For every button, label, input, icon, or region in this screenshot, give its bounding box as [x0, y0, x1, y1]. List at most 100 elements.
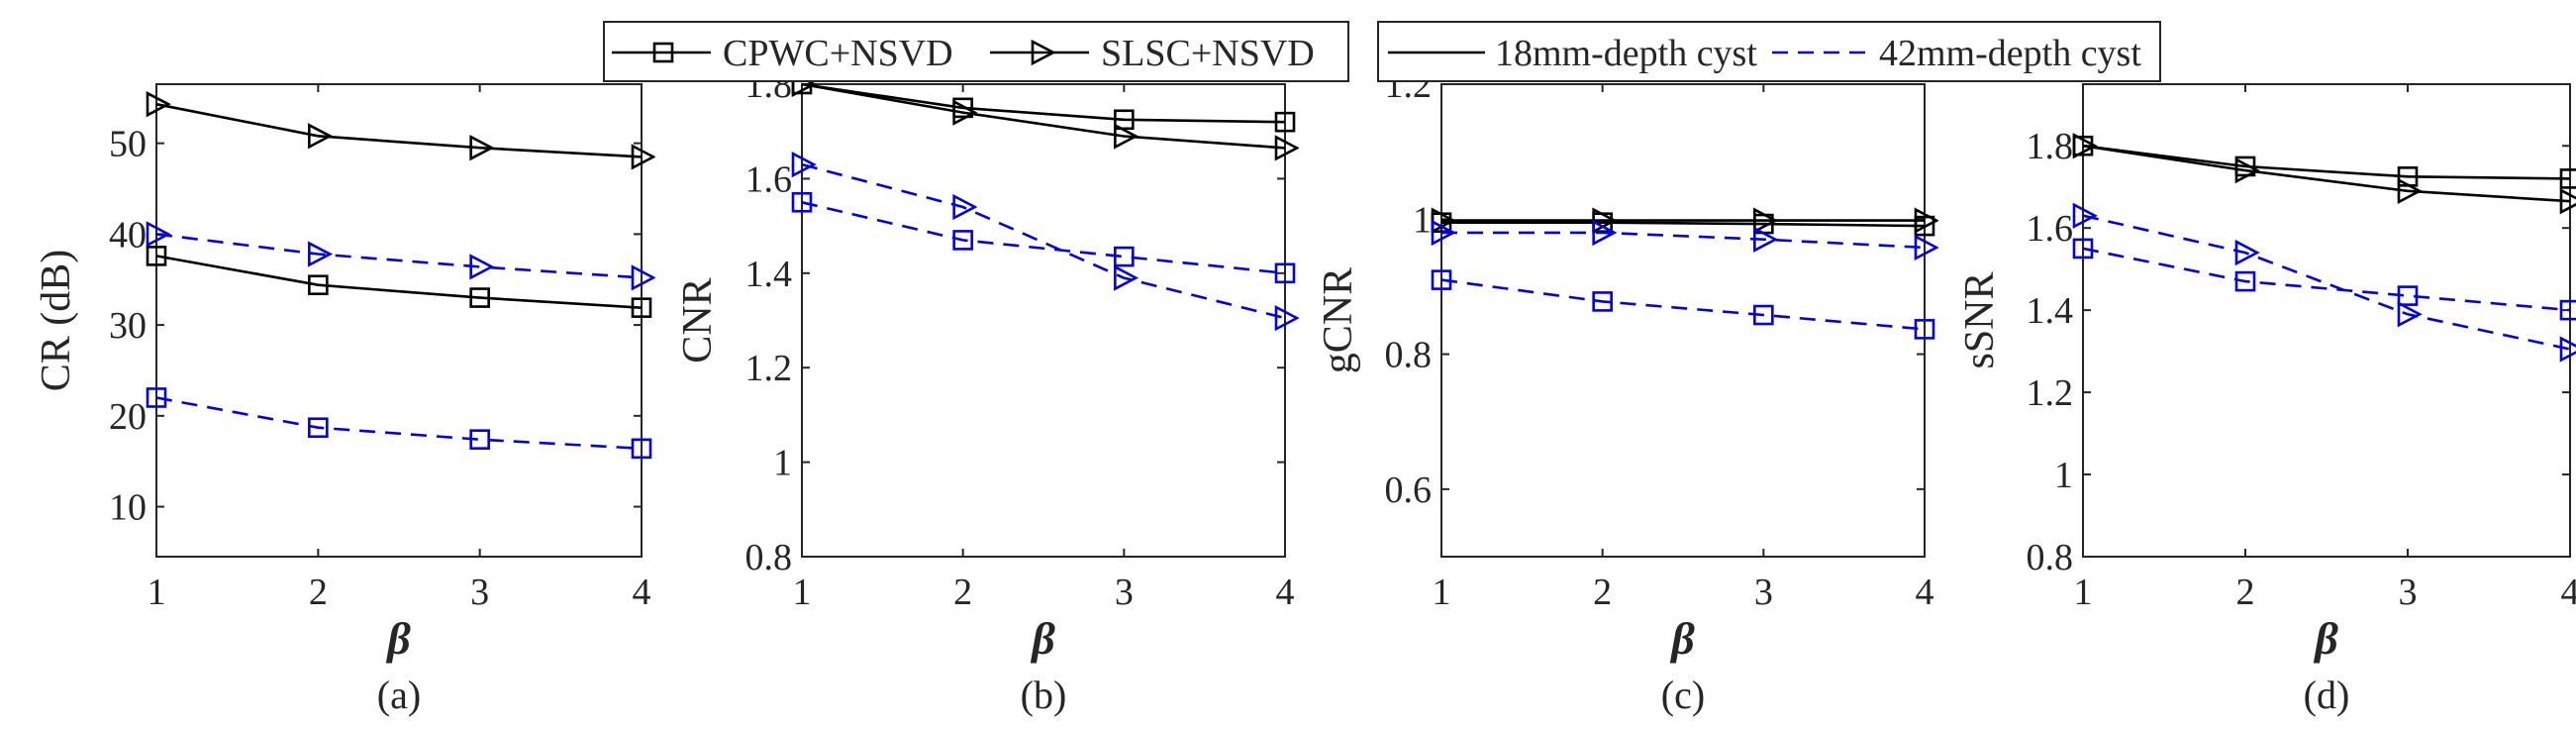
x-tick-label: 3 [470, 572, 489, 613]
data-point-3-2 [2397, 285, 2419, 306]
x-tick-label: 4 [1916, 572, 1934, 613]
series-group [791, 70, 1299, 332]
y-tick-label: 20 [109, 396, 147, 438]
data-point-1-1 [2234, 156, 2260, 184]
series-line-3 [155, 396, 643, 451]
y-axis-label: CR (dB) [34, 250, 79, 392]
y-tick-label: 1.6 [2027, 208, 2074, 250]
y-tick-label: 1.4 [2027, 290, 2074, 332]
series-line-0 [2082, 144, 2571, 180]
chart-panel-1: 10 20 30 40 50 1 2 3 4 β CR (dB) (a) [34, 83, 655, 717]
plot-area [155, 83, 643, 558]
series-group [2072, 133, 2576, 363]
plot-area [1440, 83, 1926, 558]
series-line-0 [801, 82, 1286, 124]
y-tick-label: 1 [773, 443, 792, 484]
data-point-3-2 [1753, 304, 1774, 326]
series-line-3 [2082, 247, 2571, 312]
y-tick-label: 30 [109, 305, 147, 347]
y-tick-label: 1.2 [2027, 372, 2074, 414]
y-tick-label: 1.2 [745, 348, 793, 389]
panel-caption: (b) [1021, 673, 1067, 717]
data-point-3-1 [952, 230, 973, 251]
data-point-2-0 [791, 151, 817, 178]
data-point-0-1 [308, 123, 334, 150]
y-tick-label: 1.6 [745, 158, 793, 200]
x-tick-label: 4 [633, 572, 651, 613]
data-point-1-3 [1274, 135, 1299, 161]
plot-area [2082, 83, 2571, 558]
data-point-3-2 [1114, 246, 1135, 267]
x-tick-label: 2 [2236, 572, 2255, 613]
data-point-2-3 [631, 297, 652, 318]
data-point-2-2 [469, 287, 490, 308]
y-tick-label: 10 [109, 487, 147, 529]
legend-lines: 18mm-depth cyst 42mm-depth cyst [1377, 21, 2161, 82]
y-tick-label: 40 [109, 214, 147, 256]
data-point-1-3 [1914, 207, 1938, 234]
series-line-2 [2082, 214, 2571, 351]
y-tick-label: 1 [1413, 199, 1432, 241]
x-axis-label: β [385, 613, 411, 664]
series-line-1 [2082, 144, 2571, 203]
x-axis-label: β [2313, 613, 2338, 664]
legend-marker-1 [1031, 39, 1056, 66]
series-group [146, 91, 655, 460]
data-point-0-3 [631, 144, 655, 170]
data-point-1-3 [2559, 188, 2576, 215]
data-point-3-3 [2559, 299, 2576, 321]
x-tick-label: 1 [2074, 572, 2093, 613]
data-point-1-2 [1114, 123, 1139, 150]
y-axis-label: CNR [675, 277, 721, 363]
data-point-2-1 [1592, 219, 1618, 247]
data-point-2-3 [1914, 234, 1938, 261]
x-tick-label: 3 [1115, 572, 1134, 613]
data-point-3-0 [2072, 238, 2094, 260]
legend-box [1377, 21, 2161, 82]
data-point-1-2 [469, 254, 495, 280]
series-line-1 [155, 233, 643, 279]
data-point-2-0 [1431, 219, 1456, 247]
x-tick-label: 2 [309, 572, 328, 613]
series-line-0 [1441, 221, 1926, 228]
x-tick-label: 4 [1276, 572, 1295, 613]
data-point-3-1 [2234, 270, 2256, 292]
data-point-3-2 [469, 429, 490, 450]
x-tick-label: 2 [953, 572, 972, 613]
y-tick-label: 0.8 [2027, 537, 2074, 578]
data-point-0-2 [469, 135, 495, 161]
data-point-3-0 [1431, 269, 1452, 290]
data-point-3-3 [1914, 319, 1935, 340]
x-axis-label: β [1030, 613, 1055, 664]
series-group [1431, 207, 1938, 340]
data-point-3-1 [1592, 291, 1613, 312]
series-line-3 [1440, 278, 1926, 331]
series-line-2 [1441, 231, 1926, 250]
x-axis-label: β [1669, 613, 1695, 664]
y-tick-label: 0.6 [1385, 469, 1433, 511]
y-tick-label: 1 [2054, 455, 2073, 496]
data-point-1-1 [952, 99, 978, 126]
data-point-1-1 [308, 241, 334, 267]
data-point-3-0 [146, 387, 167, 408]
data-point-0-3 [1274, 111, 1296, 133]
data-point-2-1 [2234, 239, 2260, 266]
data-point-1-0 [2072, 133, 2098, 159]
x-tick-label: 1 [1433, 572, 1451, 613]
y-tick-label: 1.4 [745, 254, 793, 295]
x-tick-label: 1 [148, 572, 166, 613]
x-tick-label: 2 [1593, 572, 1612, 613]
data-point-0-0 [146, 91, 171, 118]
legend-label: 42mm-depth cyst [1879, 33, 2141, 74]
y-tick-label: 0.8 [745, 537, 793, 578]
x-tick-label: 3 [1754, 572, 1773, 613]
x-tick-label: 4 [2561, 572, 2576, 613]
y-tick-label: 0.8 [1385, 335, 1433, 376]
data-point-2-1 [308, 274, 329, 296]
series-line-1 [801, 82, 1286, 150]
data-point-2-0 [2072, 202, 2098, 229]
